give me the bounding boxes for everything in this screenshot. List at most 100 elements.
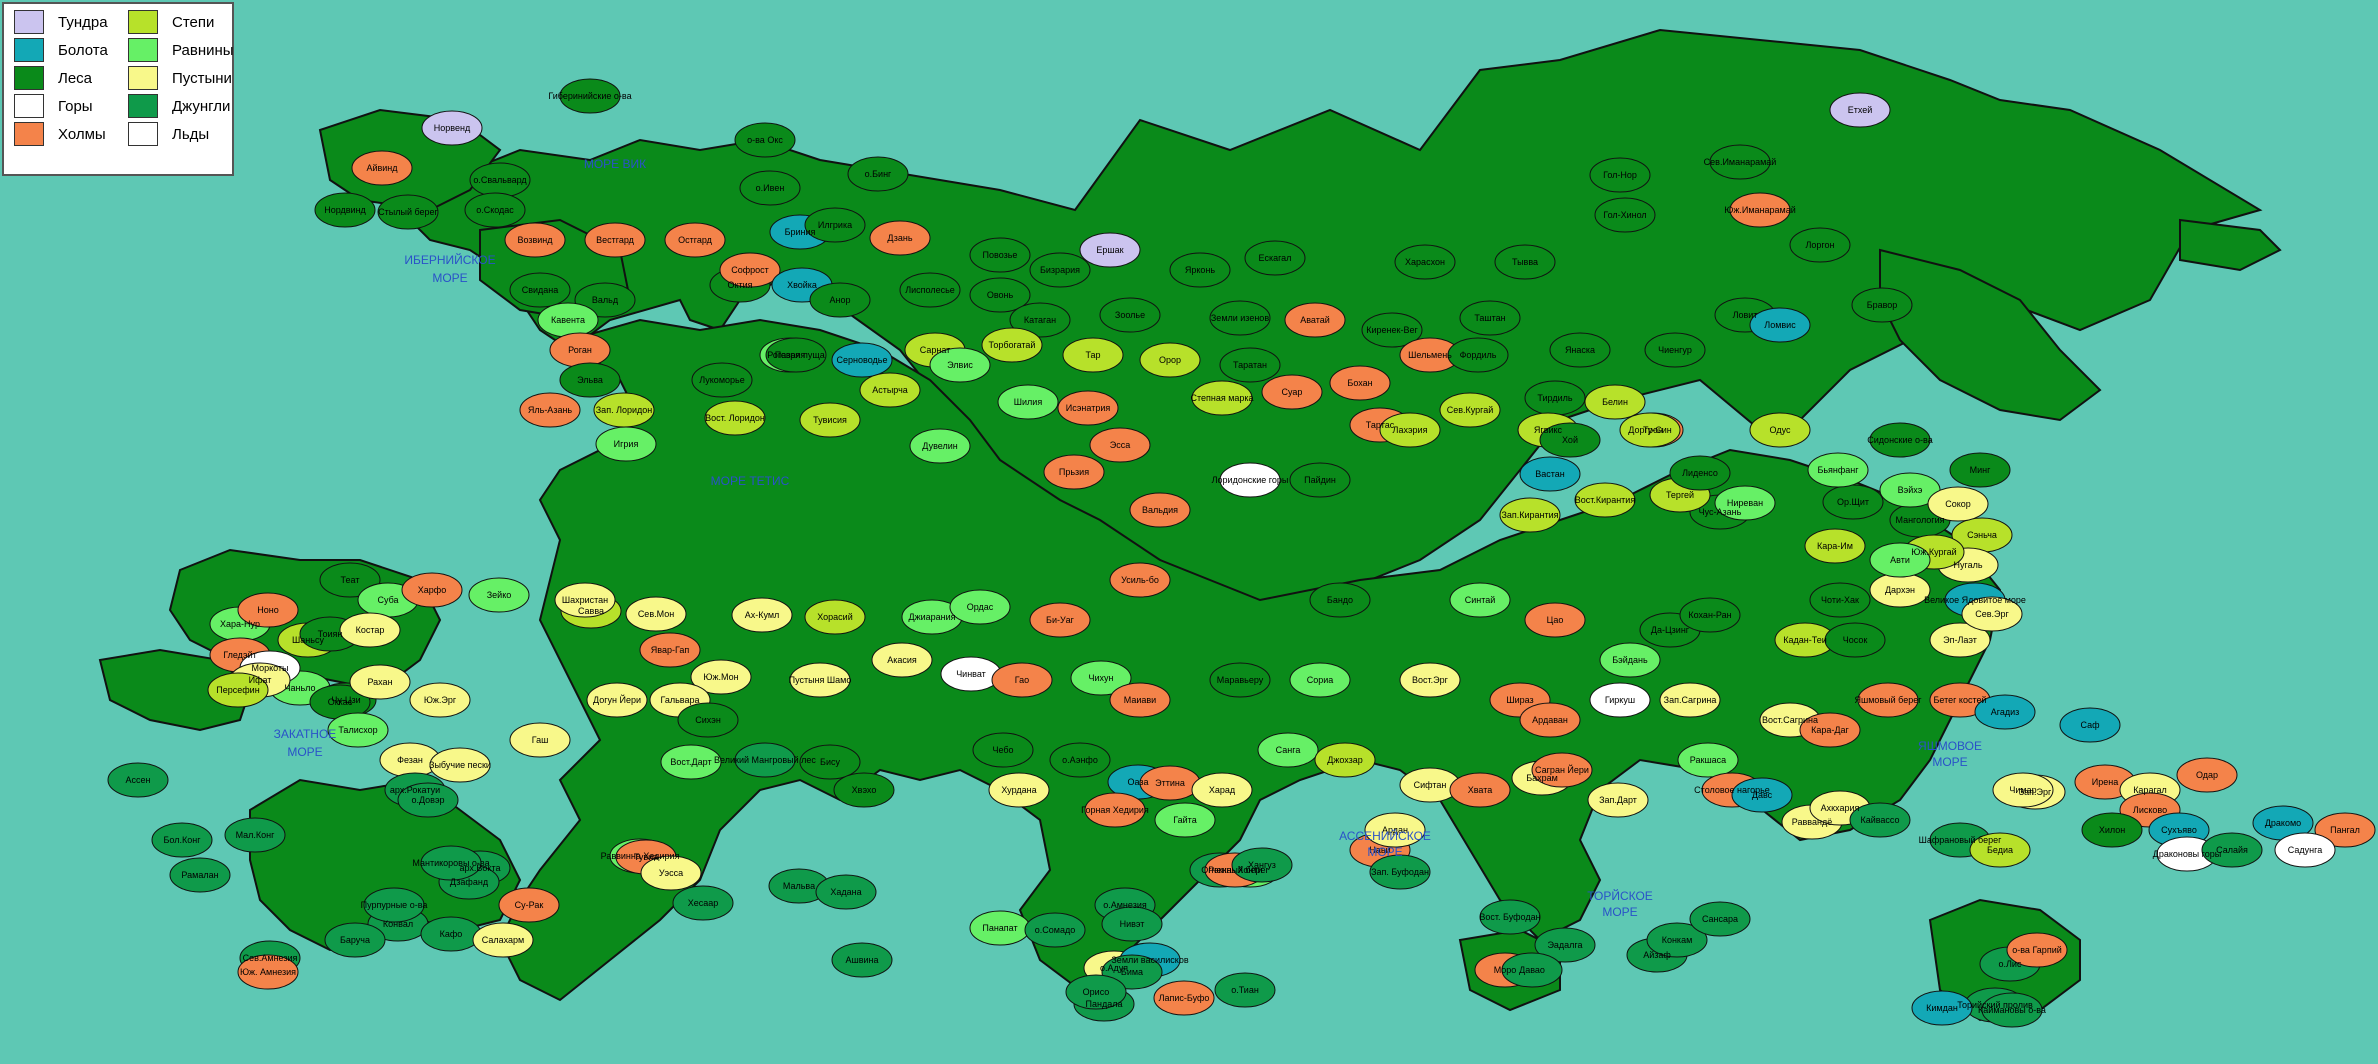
region-area (472, 922, 534, 958)
region-label: Торбогатай (989, 340, 1036, 350)
region-label: Джохзар (1327, 755, 1363, 765)
region-label: о-ва Гарпий (2012, 945, 2062, 955)
region-area (2314, 812, 2376, 848)
region-label: Бьянфанг (1817, 465, 1859, 475)
region-area (1084, 792, 1146, 828)
region-label: Тирдиль (1537, 393, 1572, 403)
region-label: Сев.Кургай (1447, 405, 1494, 415)
region-label: Авти (1890, 555, 1910, 565)
region-label: Нугаль (1953, 560, 1982, 570)
region-label: Мантикоровы о-ва (412, 858, 489, 868)
region-label: Харад (1209, 785, 1236, 795)
region-label: Лукоморье (699, 375, 744, 385)
region-area (1009, 302, 1071, 338)
region-label: Зап. Лоридон (596, 405, 653, 415)
region-area (859, 372, 921, 408)
region-label: Бандо (1327, 595, 1353, 605)
legend-label: Леса (58, 69, 93, 87)
region-label: Чинват (956, 669, 986, 679)
legend-swatch (14, 10, 44, 34)
region-label: Маравьеру (1217, 675, 1264, 685)
region-area (1209, 662, 1271, 698)
region-label: Белин (1602, 397, 1628, 407)
region-area (1869, 422, 1931, 458)
legend-label: Болота (58, 41, 108, 59)
region-area (1219, 462, 1281, 498)
region-label: Гиберинийские о-ва (548, 91, 631, 101)
region-label: Бахрам (1526, 773, 1558, 783)
region-label: Гол-Хинол (1603, 210, 1646, 220)
region-area (1289, 462, 1351, 498)
region-label: Киренек-Вег (1366, 325, 1418, 335)
region-area (207, 672, 269, 708)
sea-label: АССЕНИЙСКОЕ (1339, 828, 1431, 843)
region-area (1261, 374, 1323, 410)
region-label: Шахристан (562, 595, 608, 605)
region-label: Лахэрия (1393, 425, 1428, 435)
region-area (765, 337, 827, 373)
region-label: Нордвинд (324, 205, 366, 215)
region-label: Гао (1015, 675, 1029, 685)
region-area (351, 150, 413, 186)
region-area (1070, 660, 1132, 696)
region-area (1364, 812, 1426, 848)
region-label: Пустыня Шамо (789, 675, 852, 685)
region-label: Столовое нагорье (1694, 785, 1770, 795)
region-area (1109, 682, 1171, 718)
region-area (1599, 642, 1661, 678)
region-area (704, 400, 766, 436)
region-area (1689, 901, 1751, 937)
region-label: Моркоты (251, 663, 288, 673)
region-area (554, 582, 616, 618)
region-area (504, 222, 566, 258)
region-area (1399, 662, 1461, 698)
region-label: Оаза (1127, 777, 1148, 787)
region-label: Рэкка (1208, 865, 1231, 875)
region-label: Илгрика (818, 220, 852, 230)
region-label: о.Скодас (476, 205, 514, 215)
region-label: Астырча (872, 385, 908, 395)
region-label: Хой (1562, 435, 1578, 445)
region-label: Зоолье (1115, 310, 1145, 320)
legend-item: Льды (128, 120, 209, 148)
region-label: Бэйдань (1612, 655, 1648, 665)
region-label: Норвенд (434, 123, 471, 133)
region-area (1799, 712, 1861, 748)
region-area (691, 362, 753, 398)
region-area (1494, 244, 1556, 280)
region-area (1589, 682, 1651, 718)
region-label: Кадан-Теи (1783, 635, 1827, 645)
region-label: Айзаф (1643, 950, 1671, 960)
landmass (2179, 218, 2282, 272)
region-area (2081, 812, 2143, 848)
region-area (1679, 597, 1741, 633)
region-label: Тартас (1366, 420, 1395, 430)
region-label: Вастан (1535, 469, 1565, 479)
region-label: Давао (1519, 965, 1545, 975)
region-label: Вост.Кирантия (1575, 495, 1636, 505)
region-label: Ломвис (1764, 320, 1796, 330)
region-area (1449, 772, 1511, 808)
region-area (498, 887, 560, 923)
region-area (997, 384, 1059, 420)
region-area (237, 592, 299, 628)
region-label: Дархэн (1885, 585, 1915, 595)
region-area (1029, 252, 1091, 288)
region-label: Сарнат (920, 345, 951, 355)
region-label: Синтай (1465, 595, 1496, 605)
legend-label: Степи (172, 13, 215, 31)
sea-label: ИБЕРНИЙСКОЕ (404, 252, 495, 267)
region-label: Горная Хедирия (1081, 805, 1149, 815)
region-label: Тергей (1666, 490, 1694, 500)
region-label: Трон (1643, 425, 1663, 435)
region-area (1244, 240, 1306, 276)
region-label: Явар-Гап (651, 645, 690, 655)
region-area (1479, 899, 1541, 935)
region-label: Роган (568, 345, 592, 355)
region-label: Шираз (1506, 695, 1533, 705)
legend-swatch (14, 122, 44, 146)
region-area (719, 252, 781, 288)
region-label: Исэнатрия (1066, 403, 1111, 413)
region-area (1499, 497, 1561, 533)
region-label: Юж.Иманарамай (1724, 205, 1795, 215)
